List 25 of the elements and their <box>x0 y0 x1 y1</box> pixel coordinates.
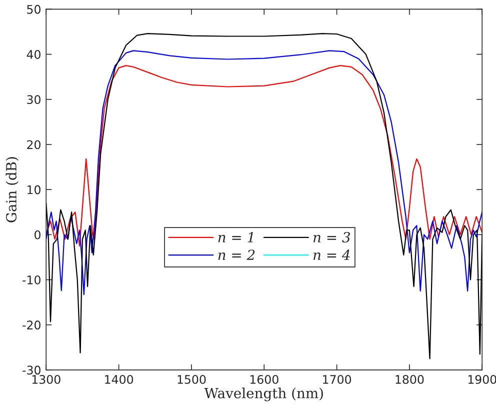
y-tick-label: 0 <box>34 230 40 240</box>
y-tick-label: 50 <box>27 4 40 14</box>
y-tick-label: 10 <box>28 185 40 194</box>
legend-label: n = 4 <box>314 250 350 260</box>
line-series <box>46 65 482 246</box>
legend-label: n = 2 <box>218 250 255 260</box>
x-tick-label: 1300 <box>32 375 60 384</box>
x-axis-title: Wavelength (nm) <box>204 388 323 402</box>
line-series <box>46 32 482 360</box>
legend-label: n = 3 <box>314 232 350 243</box>
x-tick-label: 1900 <box>468 375 496 384</box>
x-tick-label: 1400 <box>105 375 134 384</box>
y-tick-label: -10 <box>22 275 40 284</box>
x-tick-label: 1800 <box>396 375 424 384</box>
y-tick-label: 30 <box>27 95 40 104</box>
line-series <box>46 50 482 296</box>
x-tick-label: 1600 <box>250 375 278 384</box>
y-tick-label: 40 <box>26 50 40 59</box>
y-tick-label: -20 <box>22 320 40 330</box>
y-tick-label: 20 <box>27 140 40 150</box>
x-tick-label: 1700 <box>323 375 352 384</box>
legend-label: n = 1 <box>218 232 253 242</box>
y-axis-title: Gain (dB) <box>6 157 18 222</box>
x-tick-label: 1500 <box>178 375 206 384</box>
y-tick-label: -30 <box>22 366 40 375</box>
